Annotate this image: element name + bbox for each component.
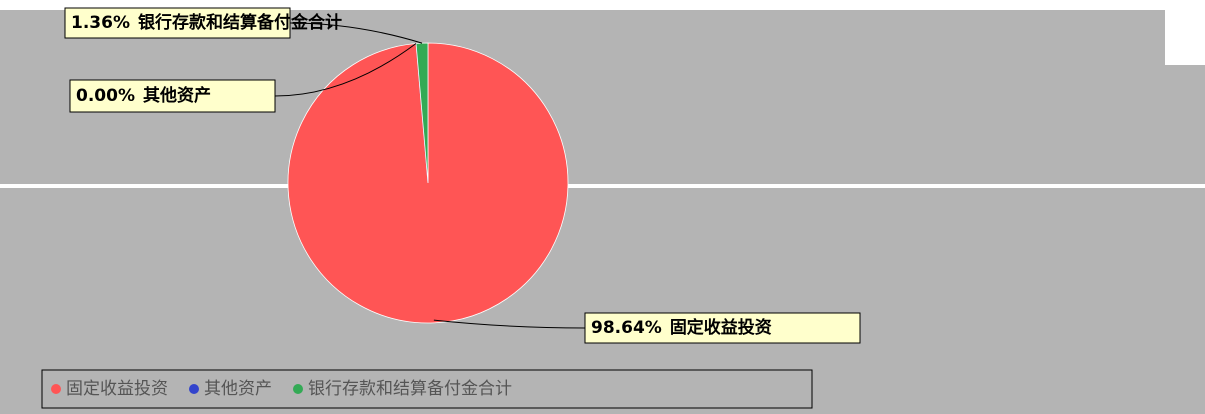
label-box (69, 79, 276, 113)
label-box (584, 312, 861, 344)
leader-line (274, 43, 417, 97)
separator (0, 184, 1205, 188)
category-label: 银行存款和结算备付金合计 (138, 12, 342, 33)
top-band (0, 0, 1205, 10)
category-label: 固定收益投资 (670, 317, 772, 338)
legend: 固定收益投资 其他资产 银行存款和结算备付金合计 (51, 379, 512, 399)
legend-label: 银行存款和结算备付金合计 (308, 379, 512, 399)
legend-box (41, 369, 813, 409)
category-label: 其他资产 (143, 85, 211, 106)
label-box (64, 7, 291, 39)
legend-marker (189, 384, 199, 394)
value-label: 1.36% (71, 13, 130, 33)
legend-label: 固定收益投资 (66, 379, 168, 399)
leader-line (289, 22, 423, 44)
pie (287, 42, 569, 324)
legend-label: 其他资产 (204, 379, 272, 399)
labels: 98.64% 固定收益投资 0.00% 其他资产 1.36% 银行存款和结算备付金合计 (64, 7, 861, 344)
side-panel (1165, 0, 1205, 65)
legend-marker (51, 384, 61, 394)
leader-line (433, 319, 586, 329)
legend-marker (293, 384, 303, 394)
value-label: 98.64% (591, 318, 662, 338)
value-label: 0.00% (76, 86, 135, 106)
